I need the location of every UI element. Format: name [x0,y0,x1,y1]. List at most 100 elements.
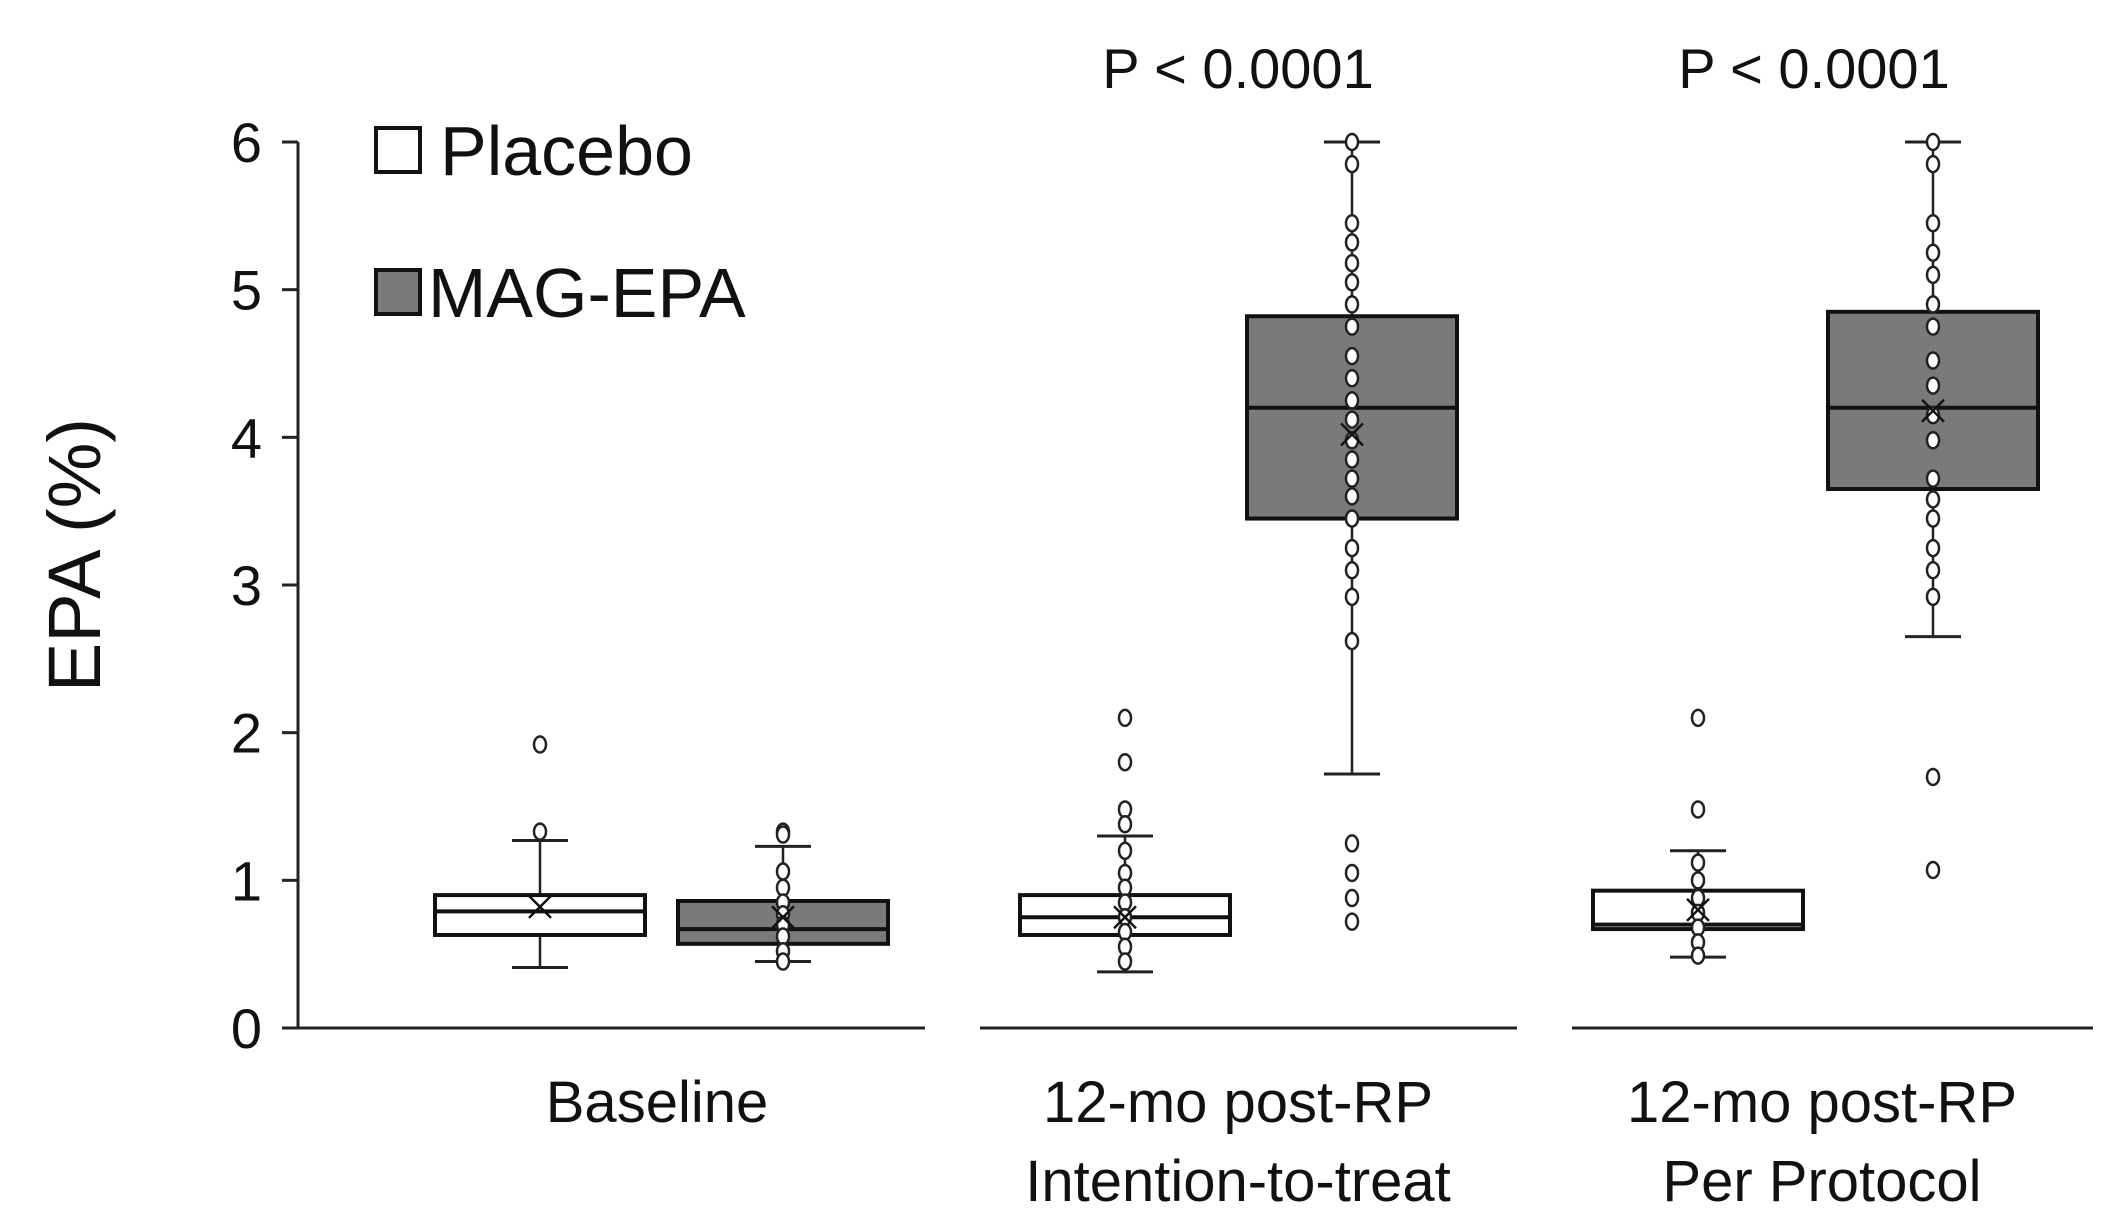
y-axis-title: EPA (%) [33,418,116,692]
data-point [532,735,548,754]
mean-marker-stroke [1921,398,1945,423]
mean-marker [1686,897,1710,922]
data-point [1344,132,1360,152]
mean-marker [1340,422,1364,447]
y-axis-title-group: EPA (%) [33,418,116,692]
y-tick-label: 1 [231,849,262,912]
data-point [1925,317,1941,336]
y-tick-label: 5 [231,259,262,322]
data-point [1344,487,1360,506]
data-point [1344,538,1360,558]
box-group: Baseline [285,735,925,1135]
data-point [1344,213,1360,233]
data-point [1690,946,1706,965]
data-point [1344,450,1360,469]
p-value-label: P < 0.0001 [1678,37,1949,100]
data-point [1344,233,1360,252]
data-point [1344,410,1360,429]
mean-marker-stroke [771,905,795,930]
y-tick-label: 4 [231,406,262,469]
data-point [1925,860,1941,880]
data-point [532,822,548,841]
y-tick-label: 3 [231,554,262,617]
p-value-label: P < 0.0001 [1102,37,1373,100]
mean-marker [1921,398,1945,423]
data-point [1117,814,1133,834]
data-point [1344,912,1360,931]
data-point [1117,841,1133,861]
mean-marker-stroke [1686,897,1710,922]
box-placebo [1018,708,1232,974]
data-point [1344,273,1360,292]
box-placebo [433,735,647,969]
data-point [775,952,791,971]
data-point [1925,469,1941,488]
data-point [1925,243,1941,262]
data-point [1344,560,1360,580]
mean-marker [1113,905,1137,930]
data-point [1344,509,1360,528]
data-point [1344,631,1360,651]
data-point [1344,391,1360,410]
data-point [1925,490,1941,509]
data-point [1344,469,1360,488]
group-label: Intention-to-treat [1025,1149,1451,1214]
data-point [1925,587,1941,607]
data-point [1690,871,1706,890]
box-placebo [1591,708,1805,965]
data-point [1344,587,1360,607]
legend-item: Placebo [374,112,693,190]
data-point [1344,154,1360,174]
data-point [1925,132,1941,152]
axes: 0 1 2 3 4 5 6 [231,111,300,1060]
box-group: 12-mo post-RP Intention-to-treat P < 0.000… [980,37,1517,1214]
group-label: 12-mo post-RP [1043,1070,1433,1135]
group-label: 12-mo post-RP [1627,1070,2017,1135]
data-point [1344,317,1360,336]
data-point [1925,560,1941,580]
data-point [1344,346,1360,366]
box-mag-epa [1826,132,2040,880]
y-tick-label: 6 [231,111,262,174]
legend-label: MAG-EPA [428,254,746,332]
data-point [1925,295,1941,314]
box-mag-epa [676,822,890,971]
data-point [1925,509,1941,528]
data-point [1117,952,1133,971]
y-tick-label: 0 [231,997,262,1060]
data-point [1925,767,1941,787]
mean-marker-stroke [528,895,552,919]
data-point [1925,538,1941,558]
group-label: Baseline [546,1070,768,1135]
data-point [1925,154,1941,174]
data-point [1925,376,1941,395]
data-point [1925,265,1941,285]
legend-item: MAG-EPA [374,254,746,332]
data-point [1117,752,1133,772]
data-point [1690,708,1706,728]
box-mag-epa [1245,132,1459,931]
legend-swatch [374,268,422,316]
box-group: 12-mo post-RP Per Protocol P < 0.0001 [1572,37,2093,1214]
mean-marker-stroke [1340,422,1364,447]
group-label: Per Protocol [1662,1149,1981,1214]
data-point [1690,853,1706,872]
data-point [1344,834,1360,853]
mean-marker [528,895,552,919]
legend: Placebo MAG-EPA [374,112,746,332]
mean-marker [771,905,795,930]
data-point [1344,295,1360,314]
data-point [775,862,791,881]
legend-label: Placebo [440,112,693,190]
mean-marker-stroke [1113,905,1137,930]
data-point [1690,800,1706,819]
y-tick-label: 2 [231,702,262,765]
data-point [1344,369,1360,388]
data-point [1925,213,1941,233]
data-point [1925,351,1941,370]
data-point [1925,431,1941,450]
iqr-box [433,893,647,937]
data-point [1344,253,1360,273]
